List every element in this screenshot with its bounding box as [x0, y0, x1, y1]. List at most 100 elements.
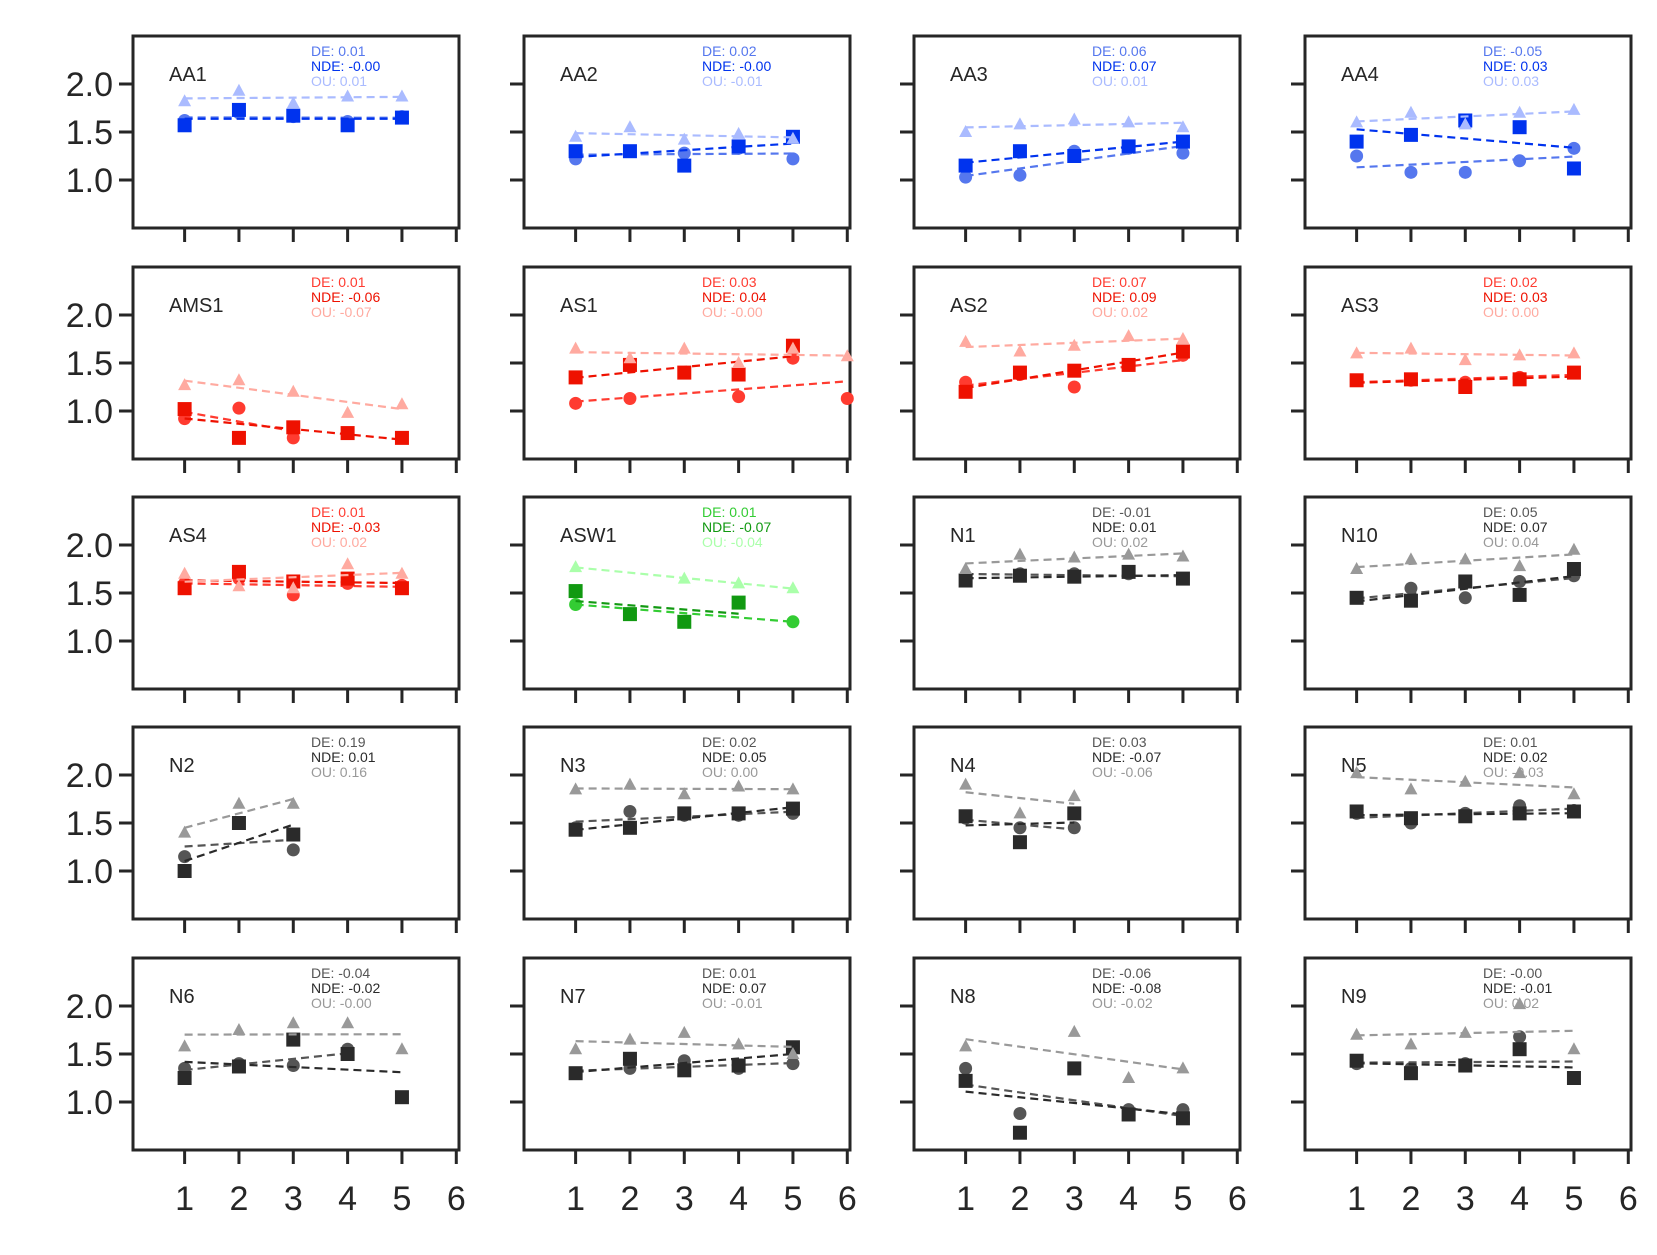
y-tick-label: 2.0: [66, 66, 113, 104]
point-square: [340, 1047, 355, 1061]
trend-line-circle: [184, 1052, 348, 1072]
point-square: [340, 571, 355, 586]
trend-line-triangle: [575, 1040, 793, 1048]
point-square: [1403, 811, 1418, 826]
point-square: [1566, 804, 1581, 819]
point-square: [677, 158, 692, 173]
point-triangle: [1567, 787, 1581, 800]
point-square: [958, 1073, 973, 1088]
point-square: [958, 384, 973, 399]
point-triangle: [959, 125, 973, 137]
point-triangle: [569, 782, 583, 795]
point-triangle: [395, 397, 409, 410]
point-triangle: [1350, 562, 1364, 574]
point-circle: [786, 615, 800, 629]
point-square: [1349, 590, 1364, 605]
point-triangle: [959, 1039, 973, 1052]
point-triangle: [178, 94, 192, 107]
point-circle: [623, 804, 637, 818]
x-tick-label: 1: [566, 1180, 585, 1218]
point-triangle: [232, 579, 246, 592]
point-triangle: [1176, 120, 1190, 133]
point-square: [785, 801, 800, 816]
y-tick-label: 2.0: [66, 527, 113, 565]
y-tick-label: 1.5: [66, 114, 113, 152]
point-triangle: [786, 782, 800, 795]
subplot-title: N6: [169, 986, 195, 1008]
subplot-title: N4: [950, 755, 976, 777]
trend-line-triangle: [965, 121, 1183, 129]
stat-de: DE: 0.01: [1483, 734, 1538, 750]
trend-line-circle: [575, 603, 794, 623]
point-triangle: [786, 131, 800, 144]
point-circle: [1513, 1030, 1527, 1044]
x-tick-label: 2: [620, 1180, 639, 1218]
point-triangle: [1067, 1024, 1081, 1037]
y-tick-label: 1.0: [66, 162, 113, 200]
stat-de: DE: 0.05: [1483, 504, 1538, 520]
point-triangle: [395, 1042, 409, 1055]
point-square: [1067, 363, 1082, 378]
point-square: [231, 1059, 246, 1074]
stat-nde: NDE: -0.02: [311, 980, 380, 996]
point-circle: [1013, 168, 1027, 182]
point-square: [958, 158, 973, 173]
subplot-title: AS3: [1341, 295, 1379, 317]
y-tick-label: 2.0: [66, 297, 113, 335]
stat-ou: OU: 0.00: [702, 764, 758, 780]
point-triangle: [840, 349, 854, 362]
subplot-title: N10: [1341, 525, 1378, 547]
point-triangle: [1404, 1037, 1418, 1050]
point-square: [1067, 569, 1082, 584]
stat-nde: NDE: -0.07: [702, 519, 771, 535]
subplot-title: AMS1: [169, 295, 223, 317]
point-triangle: [178, 825, 192, 838]
point-circle: [569, 598, 583, 612]
point-triangle: [286, 384, 300, 397]
point-triangle: [1513, 559, 1527, 572]
point-triangle: [1458, 353, 1472, 366]
stat-ou: OU: 0.01: [1092, 73, 1148, 89]
point-square: [340, 118, 355, 133]
point-square: [177, 1071, 192, 1085]
point-triangle: [732, 126, 746, 139]
point-circle: [286, 431, 300, 445]
point-triangle: [1122, 1071, 1136, 1083]
point-circle: [840, 392, 854, 406]
point-triangle: [178, 566, 192, 579]
point-square: [1566, 365, 1581, 380]
subplot-title: N8: [950, 986, 976, 1008]
stat-de: DE: 0.01: [311, 43, 366, 59]
trend-line-circle: [575, 380, 848, 403]
point-square: [1403, 372, 1418, 387]
point-circle: [732, 390, 746, 404]
point-square: [1458, 809, 1473, 824]
y-tick-label: 1.5: [66, 1036, 113, 1074]
point-triangle: [178, 1039, 192, 1052]
point-triangle: [623, 120, 637, 133]
point-triangle: [569, 1042, 583, 1055]
point-triangle: [1176, 1061, 1190, 1074]
point-square: [177, 864, 192, 878]
point-circle: [786, 152, 800, 166]
trend-line-square: [575, 1052, 794, 1074]
axes-frame: [1303, 725, 1633, 921]
point-triangle: [1067, 789, 1081, 802]
stat-nde: NDE: 0.02: [1483, 749, 1548, 765]
trend-line-triangle: [184, 571, 402, 583]
point-triangle: [959, 777, 973, 790]
point-square: [340, 426, 355, 441]
point-triangle: [677, 341, 691, 354]
point-circle: [1458, 591, 1472, 605]
x-tick-label: 3: [284, 1180, 303, 1218]
point-triangle: [677, 132, 691, 145]
point-square: [1067, 1061, 1082, 1076]
x-tick-label: 4: [338, 1180, 357, 1218]
point-triangle: [786, 1047, 800, 1059]
point-square: [231, 430, 246, 445]
point-circle: [786, 351, 800, 365]
trend-line-square: [575, 142, 794, 159]
stat-ou: OU: -0.02: [1092, 995, 1153, 1011]
